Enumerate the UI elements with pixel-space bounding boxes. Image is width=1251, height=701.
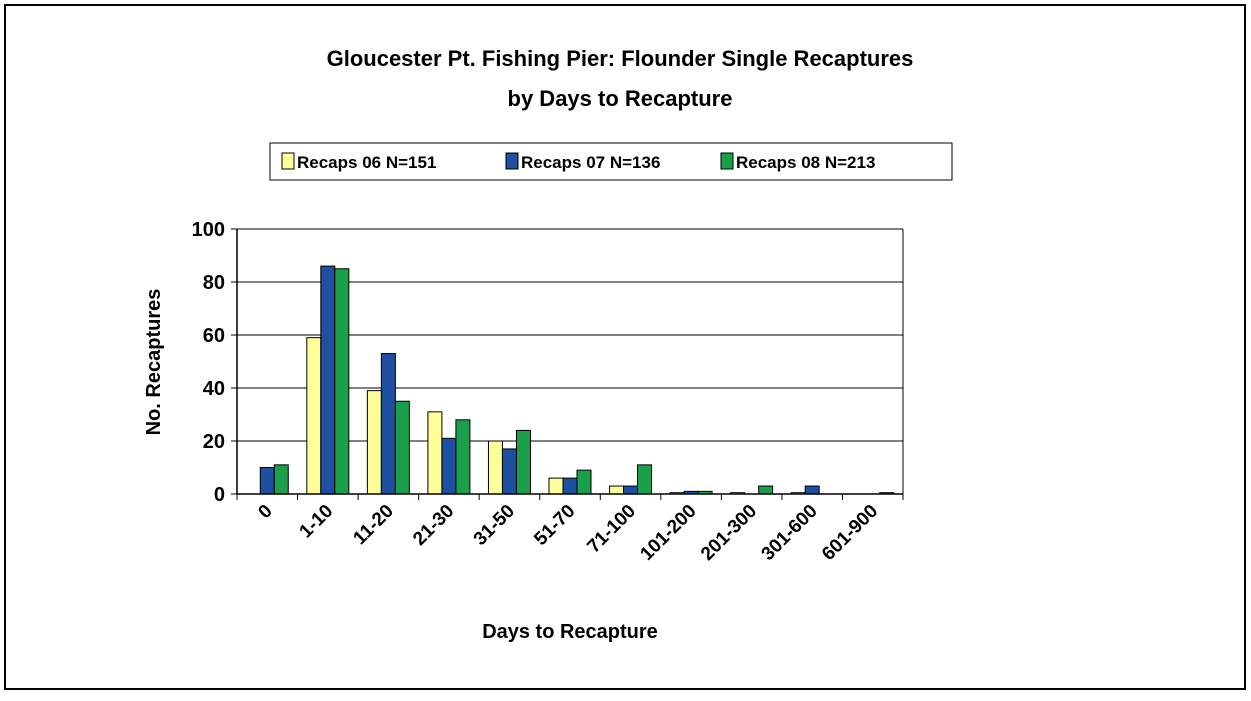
- bar: [804, 485, 820, 495]
- bar: [427, 411, 443, 495]
- bar: [562, 477, 578, 495]
- y-axis-title: No. Recaptures: [143, 289, 165, 436]
- bar: [637, 464, 653, 495]
- y-tick-label: 100: [192, 219, 225, 241]
- bar: [623, 485, 639, 495]
- bar: [487, 440, 503, 495]
- bar: [455, 419, 471, 495]
- x-axis-title: Days to Recapture: [482, 621, 658, 643]
- legend-label: Recaps 07 N=136: [521, 153, 660, 172]
- bar: [259, 467, 275, 495]
- bar: [441, 437, 457, 495]
- legend-label: Recaps 06 N=151: [297, 153, 436, 172]
- bar: [306, 337, 322, 495]
- legend-swatch: [505, 152, 519, 170]
- bar: [758, 485, 774, 495]
- bar: [515, 429, 531, 495]
- legend-label: Recaps 08 N=213: [736, 153, 875, 172]
- bar: [609, 485, 625, 495]
- bar: [334, 268, 350, 495]
- bar: [501, 448, 517, 495]
- bar: [548, 477, 564, 495]
- y-tick-label: 20: [203, 431, 225, 453]
- bar: [576, 469, 592, 495]
- y-tick-label: 0: [214, 484, 225, 506]
- y-tick-label: 80: [203, 272, 225, 294]
- legend-swatch: [281, 152, 295, 170]
- chart-title: Gloucester Pt. Fishing Pier: Flounder Si…: [327, 46, 914, 71]
- bar: [380, 353, 396, 495]
- chart-subtitle: by Days to Recapture: [508, 86, 733, 111]
- legend-box: [269, 142, 953, 181]
- y-tick-label: 40: [203, 378, 225, 400]
- bar: [394, 400, 410, 495]
- y-tick-label: 60: [203, 325, 225, 347]
- legend-swatch: [720, 152, 734, 170]
- bar: [273, 464, 289, 495]
- bar: [320, 265, 336, 495]
- bar: [366, 390, 382, 495]
